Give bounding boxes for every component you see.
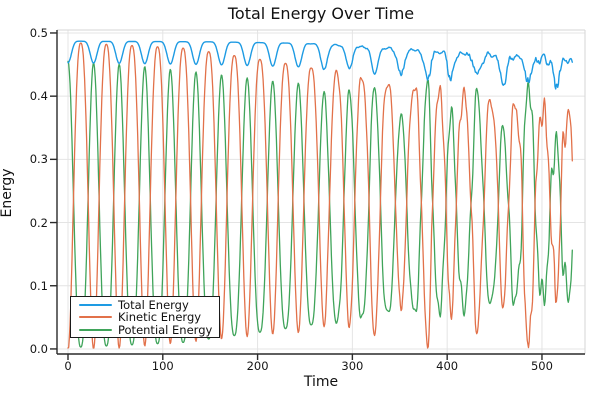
y-axis-label: Energy <box>0 168 15 218</box>
x-axis-label: Time <box>303 374 339 390</box>
kinetic-energy-line-swatch-icon <box>79 316 112 318</box>
x-tick-label: 100 <box>151 359 174 373</box>
chart-title: Total Energy Over Time <box>227 4 415 23</box>
x-tick-label: 200 <box>246 359 269 373</box>
y-tick-label: 0.2 <box>29 215 48 230</box>
x-tick-label: 300 <box>341 359 364 373</box>
x-tick-label: 500 <box>530 359 553 373</box>
legend: Total Energy Kinetic Energy Potential En… <box>70 296 220 338</box>
potential-energy-line <box>67 60 573 348</box>
legend-item-potential-energy: Potential Energy <box>75 324 215 336</box>
legend-label: Total Energy <box>118 297 189 312</box>
kinetic-energy-line <box>67 42 573 349</box>
potential-energy-line-swatch-icon <box>79 328 112 331</box>
y-tick-label: 0.4 <box>29 89 48 104</box>
y-tick-label: 0.1 <box>29 278 48 293</box>
x-tick-label: 0 <box>64 359 72 373</box>
x-tick-label: 400 <box>436 359 459 373</box>
y-tick-label: 0.5 <box>29 25 48 40</box>
y-tick-label: 0.0 <box>29 341 48 356</box>
legend-item-total-energy: Total Energy <box>75 299 215 311</box>
total-energy-line <box>67 40 573 90</box>
legend-label: Potential Energy <box>118 322 213 337</box>
total-energy-line-swatch-icon <box>79 303 112 306</box>
legend-item-kinetic-energy: Kinetic Energy <box>75 311 215 323</box>
y-tick-label: 0.3 <box>29 152 48 167</box>
legend-label: Kinetic Energy <box>118 310 202 324</box>
